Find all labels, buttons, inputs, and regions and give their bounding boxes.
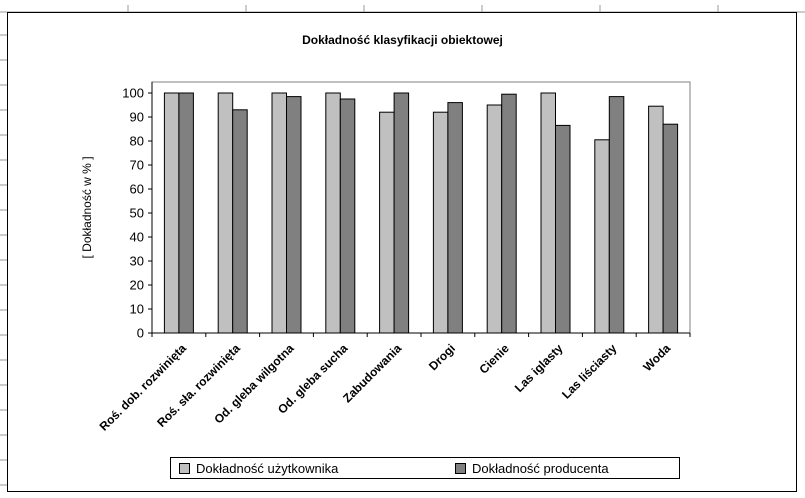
y-tick-label: 20 bbox=[130, 278, 144, 293]
bar-user bbox=[648, 105, 664, 334]
chart-title: Dokładność klasyfikacji obiektowej bbox=[302, 33, 503, 47]
bar-user bbox=[540, 92, 556, 334]
bar-user bbox=[379, 111, 395, 334]
plot-area: 0 10 20 30 40 50 60 70 80 90 100 [ Dokładność w % ]… bbox=[80, 81, 691, 434]
legend-swatch-producer bbox=[455, 463, 466, 474]
bar-user bbox=[325, 92, 341, 334]
bar-producer bbox=[608, 96, 625, 334]
bar-user bbox=[217, 92, 234, 334]
x-category-label: Woda bbox=[640, 341, 673, 374]
y-axis-label: [ Dokładność w % ] bbox=[80, 156, 94, 258]
x-category-label: Las liściasty bbox=[559, 341, 620, 402]
y-tick-label: 30 bbox=[130, 254, 144, 269]
y-tick-label: 80 bbox=[130, 134, 144, 149]
legend-label-user: Dokładność użytkownika bbox=[196, 461, 339, 476]
bar-producer bbox=[178, 92, 194, 334]
bar-user bbox=[486, 104, 503, 334]
y-tick-label: 70 bbox=[130, 158, 144, 173]
x-category-label: Drogi bbox=[426, 341, 458, 373]
bar-user bbox=[271, 92, 287, 334]
bar-producer bbox=[393, 92, 410, 334]
y-tick-label: 0 bbox=[137, 326, 144, 341]
legend-label-producer: Dokładność producenta bbox=[472, 461, 609, 476]
bar-producer bbox=[339, 98, 356, 334]
y-tick-label: 100 bbox=[122, 86, 144, 101]
bar-user bbox=[594, 139, 610, 334]
bar-producer bbox=[662, 123, 679, 334]
chart-legend: Dokładność użytkownika Dokładność produc… bbox=[170, 457, 680, 479]
bar-user bbox=[163, 92, 180, 334]
bar-producer bbox=[501, 93, 517, 334]
bar-producer bbox=[447, 102, 463, 334]
y-tick-label: 10 bbox=[130, 302, 144, 317]
bar-producer bbox=[286, 96, 302, 334]
y-tick-label: 50 bbox=[130, 206, 144, 221]
y-tick-label: 40 bbox=[130, 230, 144, 245]
bar-producer bbox=[232, 109, 248, 334]
y-tick-label: 90 bbox=[130, 110, 144, 125]
legend-item-producer: Dokładność producenta bbox=[455, 461, 609, 476]
legend-swatch-user bbox=[179, 463, 190, 474]
x-category-label: Roś. dob. rozwinięta bbox=[97, 341, 190, 434]
bar-producer bbox=[555, 124, 571, 334]
legend-item-user: Dokładność użytkownika bbox=[179, 461, 338, 476]
x-category-label: Cienie bbox=[476, 341, 512, 377]
y-tick-label: 60 bbox=[130, 182, 144, 197]
bar-user bbox=[432, 111, 449, 334]
x-category-label: Las iglasty bbox=[512, 341, 566, 395]
